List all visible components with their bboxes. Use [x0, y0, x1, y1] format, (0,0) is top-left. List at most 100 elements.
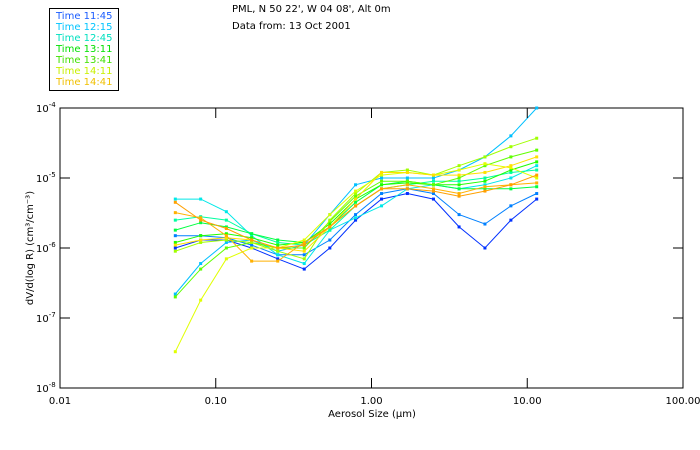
data-point: [457, 213, 461, 217]
data-point: [405, 183, 409, 187]
x-tick-label: 100.00: [666, 396, 700, 407]
data-point: [509, 187, 513, 191]
data-point: [276, 253, 280, 257]
data-point: [405, 179, 409, 183]
data-point: [431, 179, 435, 183]
data-point: [173, 249, 177, 253]
y-tick-exp: -7: [49, 311, 56, 319]
data-point: [224, 257, 228, 261]
data-point: [380, 176, 384, 180]
plot-frame: [59, 107, 684, 389]
data-point: [199, 197, 203, 201]
data-point: [224, 218, 228, 222]
x-tick-label: 10.00: [513, 396, 542, 407]
data-point: [380, 183, 384, 187]
data-point: [535, 136, 539, 140]
data-point: [509, 168, 513, 172]
x-tick-label: 0.10: [205, 396, 227, 407]
data-point: [483, 176, 487, 180]
data-point: [199, 298, 203, 302]
data-point: [354, 183, 358, 187]
data-point: [276, 243, 280, 247]
data-point: [276, 259, 280, 263]
data-point: [250, 240, 254, 244]
data-point: [380, 179, 384, 183]
data-point: [535, 155, 539, 159]
data-point: [173, 295, 177, 299]
legend-entry: Time 13:11: [56, 44, 113, 55]
data-point: [509, 166, 513, 170]
data-point: [535, 176, 539, 180]
data-point: [173, 200, 177, 204]
data-point: [224, 225, 228, 229]
data-point: [328, 213, 332, 217]
data-point: [535, 192, 539, 196]
legend: Time 11:45 Time 12:15 Time 12:45 Time 13:11…: [49, 8, 119, 91]
data-point: [509, 170, 513, 174]
data-point: [224, 210, 228, 214]
data-point: [431, 192, 435, 196]
y-tick-exp: -4: [49, 101, 57, 109]
data-point: [535, 185, 539, 189]
data-point: [535, 181, 539, 185]
data-point: [535, 197, 539, 201]
legend-entry: Time 12:45: [56, 33, 113, 44]
data-point: [354, 197, 358, 201]
data-point: [276, 249, 280, 253]
data-point: [509, 176, 513, 180]
data-point: [302, 243, 306, 247]
data-point: [509, 204, 513, 208]
data-point: [276, 257, 280, 261]
data-point: [535, 173, 539, 177]
data-point: [173, 350, 177, 354]
data-point: [224, 238, 228, 242]
data-point: [354, 213, 358, 217]
data-point: [509, 164, 513, 168]
x-axis-label: Aerosol Size (µm): [328, 409, 416, 420]
data-point: [199, 218, 203, 222]
data-point: [250, 236, 254, 240]
y-tick-base: 10: [36, 104, 49, 115]
data-point: [535, 148, 539, 152]
data-point: [509, 183, 513, 187]
data-point: [457, 179, 461, 183]
data-point: [224, 232, 228, 236]
data-point: [354, 200, 358, 204]
data-point: [199, 221, 203, 225]
legend-entry: Time 13:41: [56, 55, 113, 66]
data-point: [535, 168, 539, 172]
data-point: [173, 292, 177, 296]
data-point: [354, 218, 358, 222]
legend-entry: Time 11:45: [56, 11, 113, 22]
data-point: [173, 218, 177, 222]
series-group: [173, 106, 539, 354]
data-point: [457, 176, 461, 180]
data-point: [302, 262, 306, 266]
data-point: [173, 228, 177, 232]
data-point: [405, 181, 409, 185]
data-point: [380, 197, 384, 201]
data-point: [250, 243, 254, 247]
data-point: [431, 183, 435, 187]
data-point: [483, 222, 487, 226]
data-point: [199, 238, 203, 242]
data-point: [431, 187, 435, 191]
axes: 0.01 0.10 1.00 10.00 100.0010-410-510-610-71…: [36, 101, 700, 407]
y-tick-base: 10: [36, 174, 49, 185]
chart-title-location: PML, N 50 22', W 04 08', Alt 0m: [232, 4, 391, 15]
data-point: [276, 246, 280, 250]
data-point: [380, 187, 384, 191]
data-point: [199, 262, 203, 266]
data-point: [199, 240, 203, 244]
data-point: [328, 222, 332, 226]
data-point: [199, 267, 203, 271]
data-point: [173, 197, 177, 201]
data-point: [224, 234, 228, 238]
y-tick-base: 10: [36, 244, 49, 255]
data-point: [509, 145, 513, 149]
data-point: [302, 257, 306, 261]
data-point: [224, 240, 228, 244]
data-point: [173, 246, 177, 250]
data-point: [483, 185, 487, 189]
data-point: [405, 170, 409, 174]
